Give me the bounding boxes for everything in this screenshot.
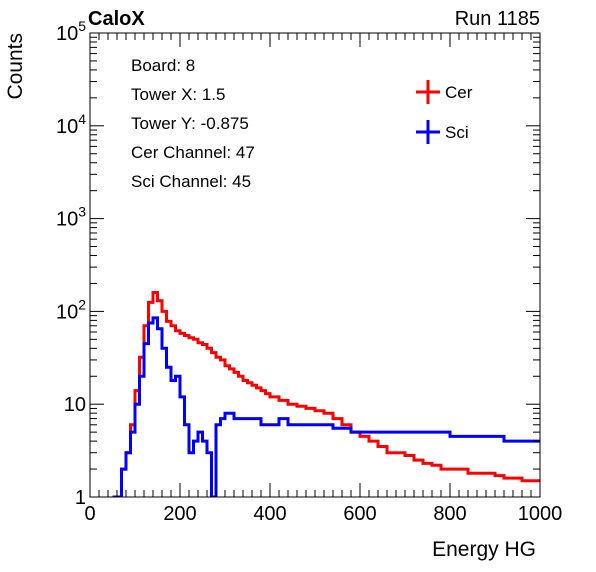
x-tick-label: 200	[163, 503, 196, 525]
info-tower-x: Tower X: 1.5	[131, 85, 226, 104]
info-box: Board: 8 Tower X: 1.5 Tower Y: -0.875 Ce…	[131, 56, 255, 191]
y-tick-label: 105	[56, 18, 86, 45]
x-tick-label: 400	[253, 503, 286, 525]
y-tick-label-exponent: 5	[78, 18, 86, 34]
legend-cer-label: Cer	[445, 83, 473, 102]
legend-entry-cer: Cer	[416, 80, 473, 104]
header-caloX-label: CaloX	[88, 8, 145, 30]
y-tick-label-base: 10	[56, 23, 78, 45]
info-tower-y: Tower Y: -0.875	[131, 114, 249, 133]
y-tick-label: 10	[64, 394, 86, 416]
y-axis-label: Counts	[4, 33, 27, 100]
info-sci-channel: Sci Channel: 45	[131, 172, 251, 191]
y-tick-label-base: 10	[56, 116, 78, 138]
legend-sci-label: Sci	[445, 123, 469, 142]
x-tick-label: 0	[84, 503, 95, 525]
x-tick-label: 600	[343, 503, 376, 525]
y-tick-label-exponent: 3	[78, 204, 86, 220]
y-tick-label-base: 10	[56, 301, 78, 323]
series-cer-line	[112, 291, 540, 497]
histogram-series	[112, 291, 540, 497]
y-tick-label-exponent: 2	[78, 296, 86, 312]
y-tick-label: 104	[56, 111, 86, 138]
info-board: Board: 8	[131, 56, 195, 75]
legend: Cer Sci	[416, 80, 473, 144]
y-tick-label: 1	[75, 487, 86, 509]
x-tick-label: 800	[433, 503, 466, 525]
series-sci-line	[112, 316, 540, 497]
y-tick-label: 103	[56, 204, 86, 231]
y-tick-label-base: 10	[56, 209, 78, 231]
y-tick-label: 102	[56, 296, 86, 323]
header-run-label: Run 1185	[455, 8, 540, 30]
y-tick-label-exponent: 4	[78, 111, 86, 127]
legend-entry-sci: Sci	[416, 120, 469, 144]
x-tick-label: 1000	[518, 503, 563, 525]
info-cer-channel: Cer Channel: 47	[131, 143, 255, 162]
x-axis-label: Energy HG	[432, 538, 536, 561]
